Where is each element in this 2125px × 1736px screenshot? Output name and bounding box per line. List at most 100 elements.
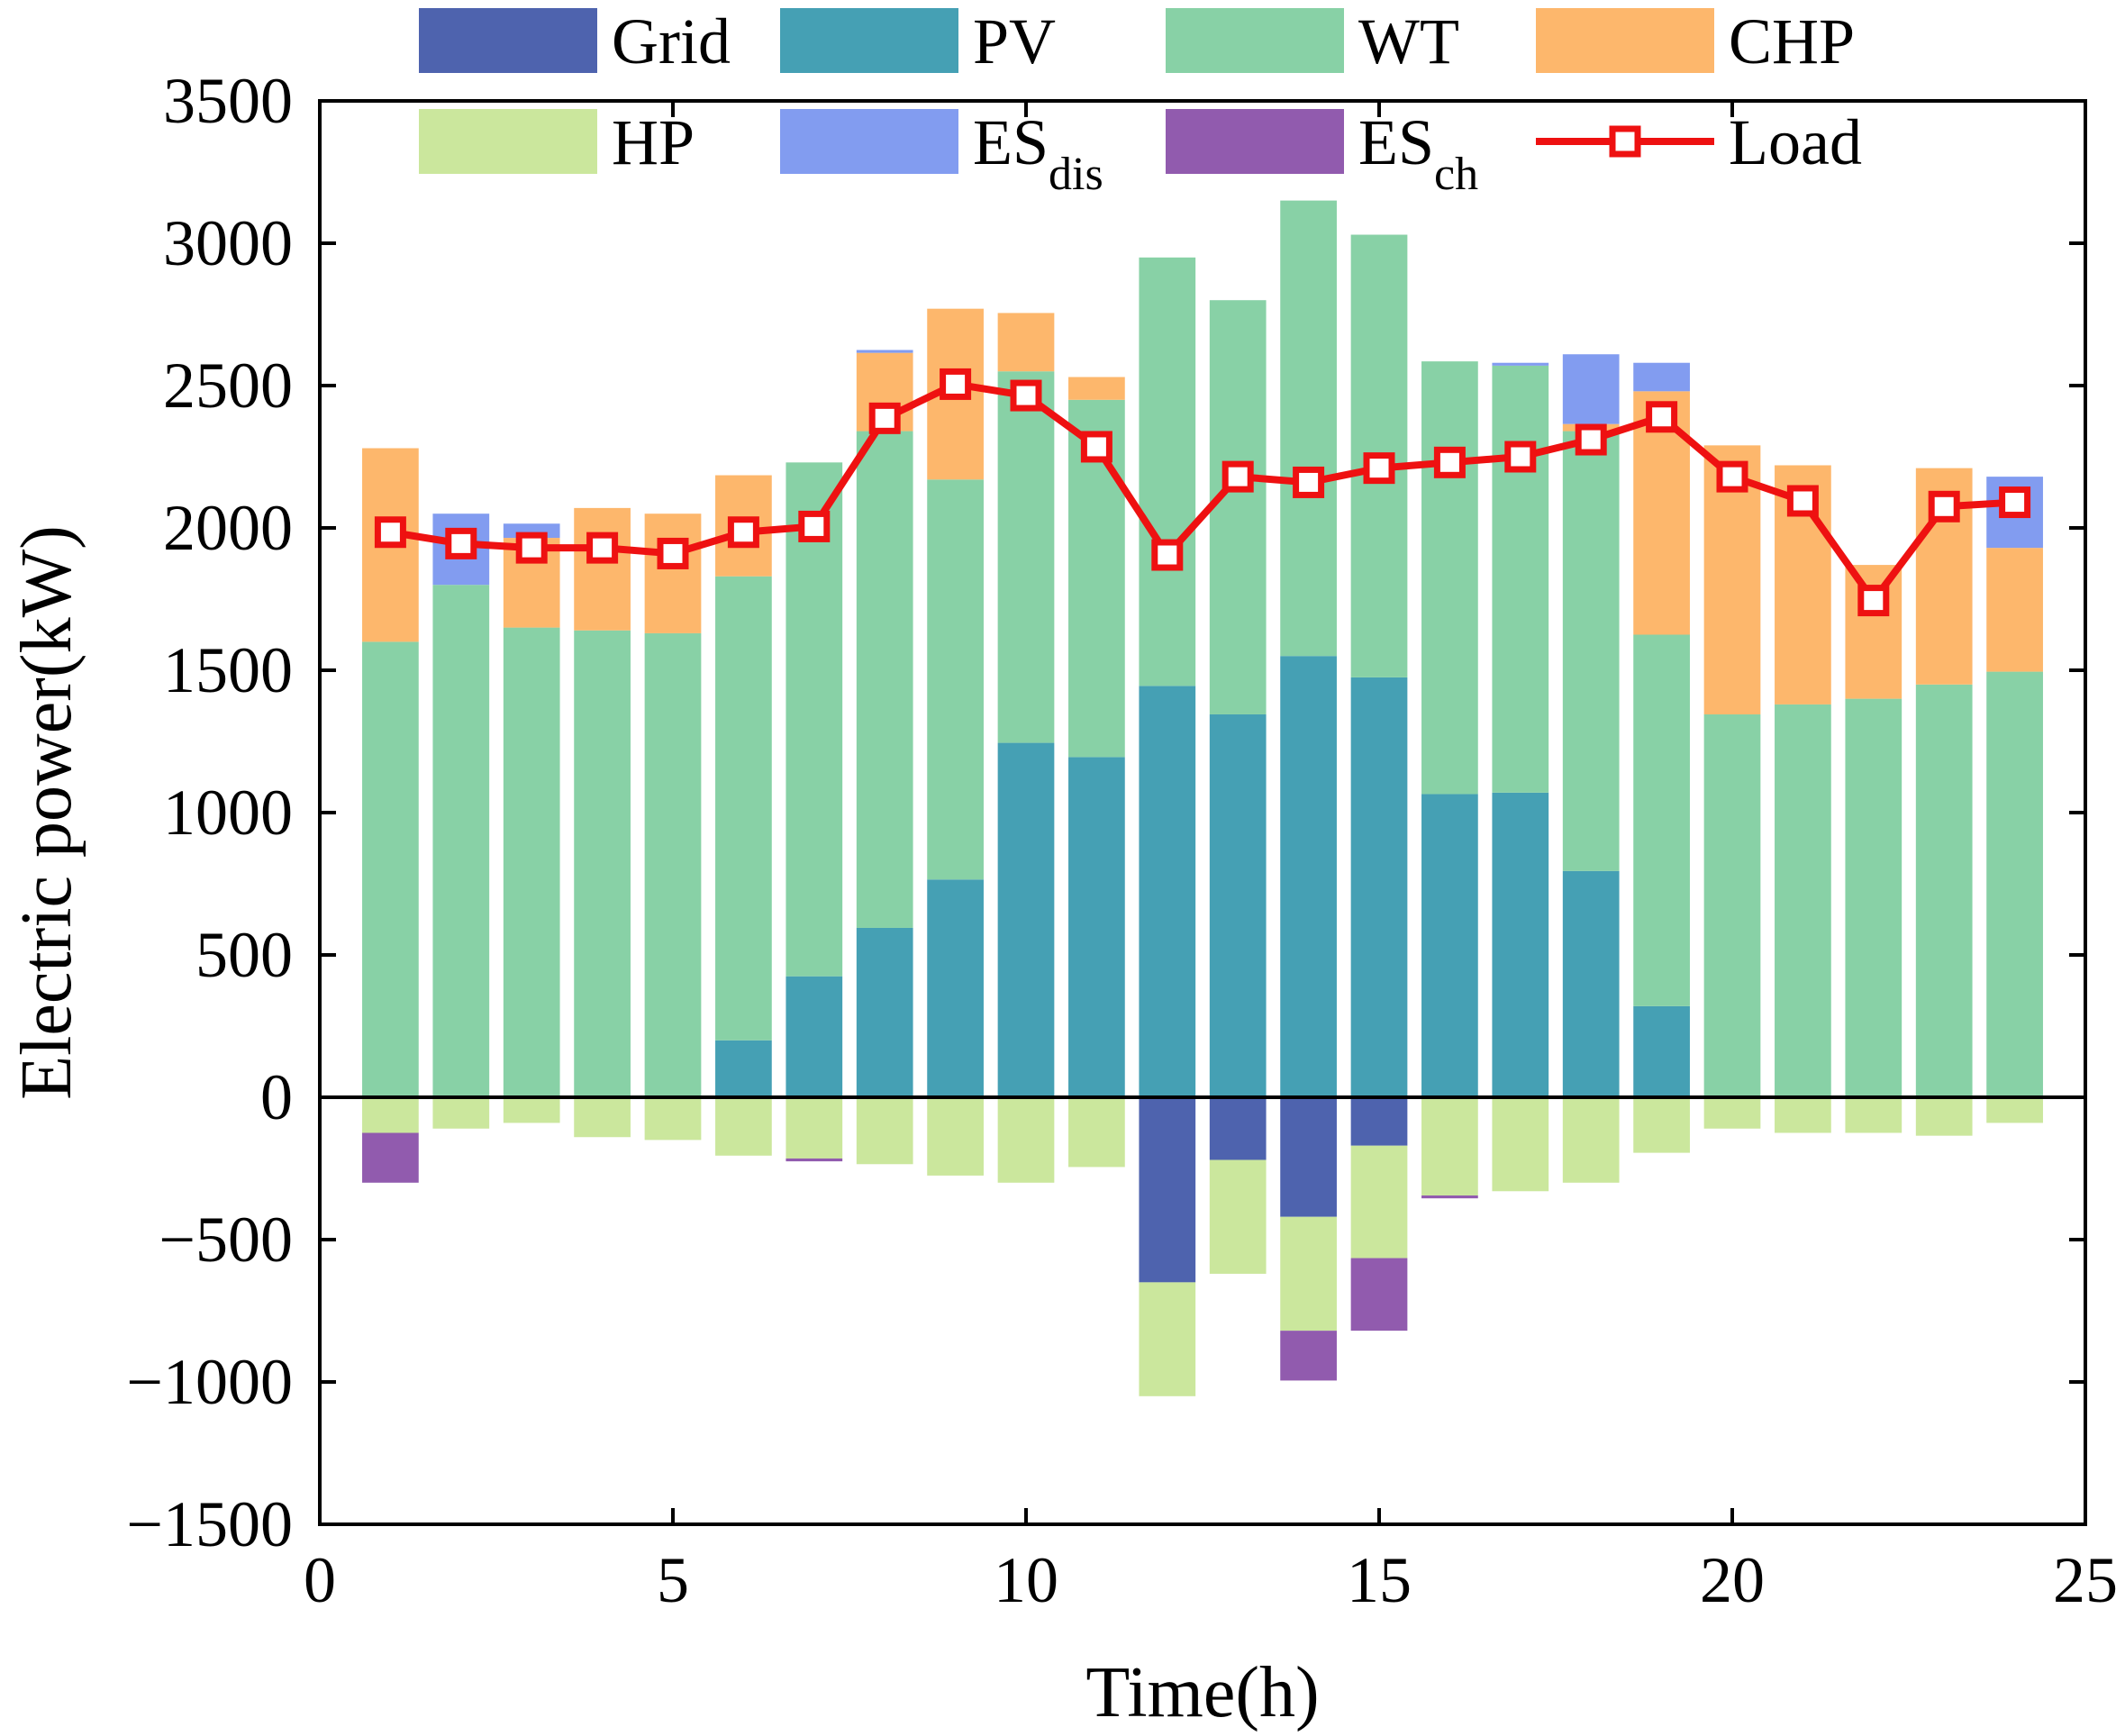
- load-marker-h2: [445, 527, 477, 559]
- load-marker-h9: [940, 368, 972, 400]
- load-marker-h1: [374, 516, 406, 549]
- bar-wt-h8: [856, 431, 913, 928]
- load-marker-h3: [515, 532, 548, 564]
- legend-label: Grid: [612, 5, 731, 77]
- legend-swatch: [419, 109, 597, 174]
- bar-wt-h4: [574, 630, 631, 1097]
- x-tick-label: 25: [2053, 1544, 2118, 1616]
- bar-pv-h6: [715, 1040, 772, 1097]
- legend-item-hp: HP: [419, 106, 695, 178]
- bar-wt-h16: [1421, 361, 1478, 795]
- bar-chp-h10: [997, 313, 1055, 372]
- y-tick-label: −1000: [126, 1346, 293, 1418]
- bar-hp-h13: [1209, 1159, 1267, 1274]
- load-marker-h8: [868, 402, 901, 434]
- bar-chp-h4: [574, 507, 631, 631]
- load-marker-h18: [1575, 423, 1607, 456]
- y-axis-title: Electric power(kW): [7, 525, 86, 1099]
- load-marker-h15: [1363, 452, 1395, 485]
- legend-item-pv: PV: [780, 5, 1056, 77]
- load-marker-h17: [1504, 441, 1537, 473]
- y-tick-label: 500: [195, 919, 293, 991]
- x-tick-label: 5: [657, 1544, 689, 1616]
- legend-label: CHP: [1729, 5, 1855, 77]
- bar-hp-h24: [1986, 1097, 2043, 1123]
- bar-es-ch-h14: [1280, 1331, 1337, 1381]
- bar-es-dis-h8: [856, 350, 913, 353]
- bar-hp-h9: [927, 1097, 984, 1176]
- bar-hp-h4: [574, 1097, 631, 1138]
- bar-wt-h9: [927, 479, 984, 880]
- bar-wt-h12: [1139, 257, 1196, 686]
- load-marker-h23: [1928, 490, 1960, 523]
- bar-grid-h14: [1280, 1097, 1337, 1217]
- bar-hp-h21: [1775, 1097, 1831, 1133]
- bar-wt-h17: [1492, 365, 1549, 793]
- bar-pv-h17: [1492, 792, 1549, 1097]
- bar-pv-h10: [997, 742, 1055, 1097]
- bar-grid-h15: [1350, 1097, 1408, 1146]
- x-tick-label: 15: [1347, 1544, 1412, 1616]
- bar-wt-h10: [997, 371, 1055, 743]
- bar-pv-h7: [786, 976, 843, 1097]
- bar-wt-h7: [786, 462, 843, 977]
- bar-pv-h14: [1280, 656, 1337, 1097]
- legend-label: ESch: [1358, 106, 1478, 200]
- bar-wt-h14: [1280, 200, 1337, 657]
- y-tick-label: 3000: [163, 207, 293, 279]
- bar-chp-h11: [1068, 377, 1125, 400]
- x-tick-label: 10: [994, 1544, 1058, 1616]
- legend-label: Load: [1729, 106, 1862, 178]
- bar-hp-h10: [997, 1097, 1055, 1183]
- bar-grid-h13: [1209, 1097, 1267, 1160]
- bar-chp-h5: [644, 514, 702, 633]
- bar-hp-h20: [1703, 1097, 1761, 1129]
- bar-wt-h22: [1845, 698, 1903, 1097]
- legend-item-load: Load: [1536, 106, 1862, 178]
- bar-hp-h2: [432, 1097, 490, 1129]
- legend-label: HP: [612, 106, 695, 178]
- bar-es-dis-h19: [1633, 362, 1690, 392]
- bar-hp-h15: [1350, 1145, 1408, 1259]
- x-tick-label: 0: [304, 1544, 336, 1616]
- bar-wt-h21: [1775, 704, 1831, 1097]
- bar-wt-h5: [644, 632, 702, 1097]
- legend-item-esch: ESch: [1166, 106, 1478, 200]
- x-tick-label: 20: [1700, 1544, 1765, 1616]
- load-marker-h14: [1293, 466, 1325, 498]
- bar-hp-h6: [715, 1097, 772, 1156]
- bar-pv-h19: [1633, 1005, 1690, 1097]
- y-tick-label: 1500: [163, 634, 293, 706]
- bar-wt-h20: [1703, 713, 1761, 1097]
- bar-grid-h12: [1139, 1097, 1196, 1283]
- bar-wt-h3: [503, 627, 560, 1097]
- bar-hp-h19: [1633, 1097, 1690, 1153]
- bar-hp-h3: [503, 1097, 560, 1123]
- bar-es-ch-h15: [1350, 1258, 1408, 1332]
- bar-es-ch-h16: [1421, 1195, 1478, 1199]
- legend-label: PV: [973, 5, 1056, 77]
- bar-es-ch-h1: [362, 1132, 419, 1183]
- legend-swatch: [419, 8, 597, 73]
- legend-item-esdis: ESdis: [780, 106, 1103, 200]
- legend-swatch-marker: [1609, 125, 1641, 158]
- y-tick-label: −500: [159, 1204, 293, 1276]
- y-tick-label: 3500: [163, 65, 293, 137]
- bar-hp-h8: [856, 1097, 913, 1165]
- bar-hp-h7: [786, 1097, 843, 1159]
- bar-hp-h22: [1845, 1097, 1903, 1133]
- bar-hp-h14: [1280, 1216, 1337, 1332]
- legend-swatch: [1536, 8, 1714, 73]
- legend-label: ESdis: [973, 106, 1103, 200]
- legend-label: WT: [1358, 5, 1459, 77]
- y-tick-label: −1500: [126, 1488, 293, 1560]
- bar-es-dis-h17: [1492, 362, 1549, 366]
- bar-wt-h2: [432, 585, 490, 1097]
- legend: Grid PV WT CHP HP ESdis ESch Load: [419, 5, 1862, 200]
- legend-swatch: [780, 8, 958, 73]
- bar-pv-h16: [1421, 794, 1478, 1097]
- y-tick-label: 2000: [163, 492, 293, 564]
- bar-hp-h11: [1068, 1097, 1125, 1168]
- legend-item-chp: CHP: [1536, 5, 1855, 77]
- bar-hp-h23: [1915, 1097, 1973, 1136]
